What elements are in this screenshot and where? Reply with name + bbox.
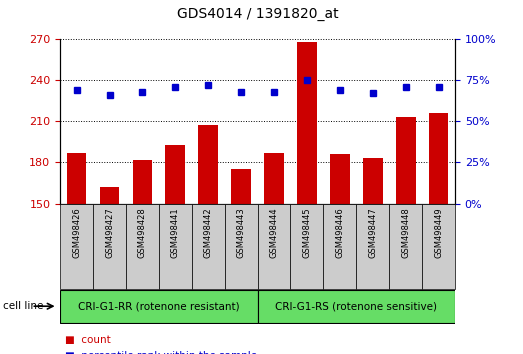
Text: GDS4014 / 1391820_at: GDS4014 / 1391820_at <box>177 7 338 21</box>
Bar <box>323 204 356 289</box>
Bar <box>165 144 185 204</box>
Bar <box>297 42 317 204</box>
Bar <box>290 204 323 289</box>
Text: CRI-G1-RS (rotenone sensitive): CRI-G1-RS (rotenone sensitive) <box>275 301 437 311</box>
Text: GSM498446: GSM498446 <box>335 207 344 258</box>
Text: ■  percentile rank within the sample: ■ percentile rank within the sample <box>65 351 257 354</box>
Text: GSM498442: GSM498442 <box>204 207 213 258</box>
Text: GSM498448: GSM498448 <box>401 207 410 258</box>
Bar <box>389 204 422 289</box>
Text: GSM498428: GSM498428 <box>138 207 147 258</box>
Bar <box>330 154 350 204</box>
Bar <box>159 204 192 289</box>
Bar <box>93 204 126 289</box>
Text: GSM498426: GSM498426 <box>72 207 81 258</box>
Bar <box>257 290 455 323</box>
Bar <box>198 125 218 204</box>
Text: GSM498427: GSM498427 <box>105 207 114 258</box>
Bar <box>356 204 389 289</box>
Bar <box>67 153 86 204</box>
Bar <box>264 153 284 204</box>
Bar <box>396 117 415 204</box>
Text: GSM498445: GSM498445 <box>302 207 311 258</box>
Bar <box>422 204 455 289</box>
Text: GSM498443: GSM498443 <box>236 207 246 258</box>
Text: ■  count: ■ count <box>65 335 111 345</box>
Text: GSM498444: GSM498444 <box>269 207 279 258</box>
Text: cell line: cell line <box>3 301 43 311</box>
Bar <box>257 204 290 289</box>
Text: GSM498449: GSM498449 <box>434 207 443 258</box>
Bar <box>60 204 93 289</box>
Bar <box>100 187 119 204</box>
Bar <box>231 169 251 204</box>
Text: CRI-G1-RR (rotenone resistant): CRI-G1-RR (rotenone resistant) <box>78 301 240 311</box>
Bar <box>429 113 448 204</box>
Bar <box>225 204 257 289</box>
Bar <box>126 204 159 289</box>
Text: GSM498441: GSM498441 <box>171 207 180 258</box>
Bar <box>192 204 225 289</box>
Text: GSM498447: GSM498447 <box>368 207 377 258</box>
Bar <box>363 158 383 204</box>
Bar <box>60 290 257 323</box>
Bar <box>132 160 152 204</box>
